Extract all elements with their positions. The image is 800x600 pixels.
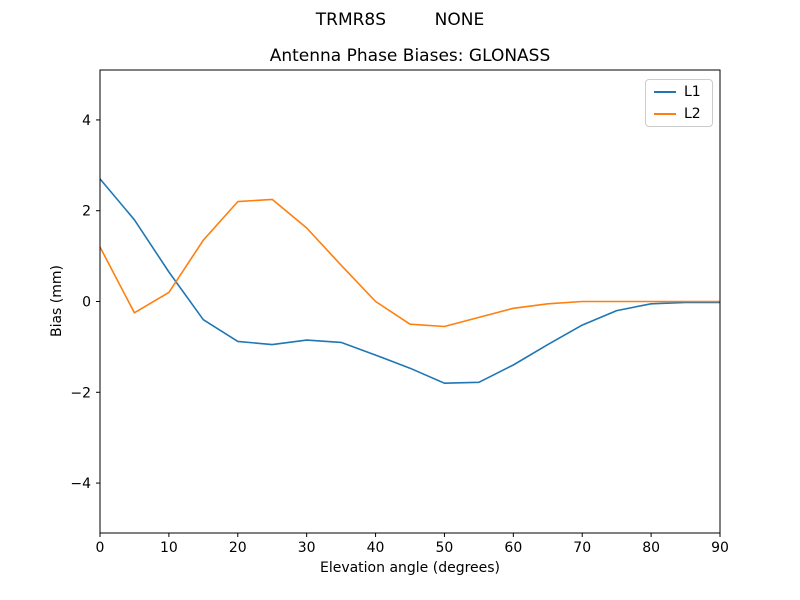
- x-axis-tick-label: 10: [160, 540, 178, 556]
- x-axis-tick-label: 0: [96, 540, 105, 556]
- axes-title: Antenna Phase Biases: GLONASS: [269, 46, 551, 66]
- legend-line-swatch-l1: [654, 91, 676, 93]
- legend-label-l1: L1: [684, 84, 701, 100]
- series-line-l2: [99, 198, 720, 328]
- x-axis-tick-label: 30: [298, 540, 316, 556]
- legend-item-l2: L2: [654, 106, 704, 122]
- x-axis-tick-label: 80: [642, 540, 660, 556]
- legend-line-swatch-l2: [654, 113, 676, 115]
- x-axis-tick-label: 90: [711, 540, 729, 556]
- y-axis-tick-label: −4: [70, 476, 91, 492]
- series-line-l1: [99, 178, 720, 385]
- legend-label-l2: L2: [684, 106, 701, 122]
- y-axis-tick-label: −2: [70, 385, 91, 401]
- y-axis-tick-label: 2: [82, 204, 91, 220]
- x-axis-tick-label: 70: [573, 540, 591, 556]
- x-axis-tick-label: 20: [229, 540, 247, 556]
- y-axis-label: Bias (mm): [49, 264, 65, 338]
- figure-suptitle: TRMR8S NONE: [315, 10, 485, 30]
- legend: L1 L2: [645, 79, 713, 127]
- y-axis-tick-label: 0: [82, 295, 91, 311]
- x-axis-tick-label: 60: [504, 540, 522, 556]
- legend-item-l1: L1: [654, 84, 704, 100]
- x-axis-label: Elevation angle (degrees): [319, 560, 501, 576]
- y-axis-tick-label: 4: [82, 113, 91, 129]
- x-axis-tick-label: 50: [436, 540, 454, 556]
- x-axis-tick-label: 40: [367, 540, 385, 556]
